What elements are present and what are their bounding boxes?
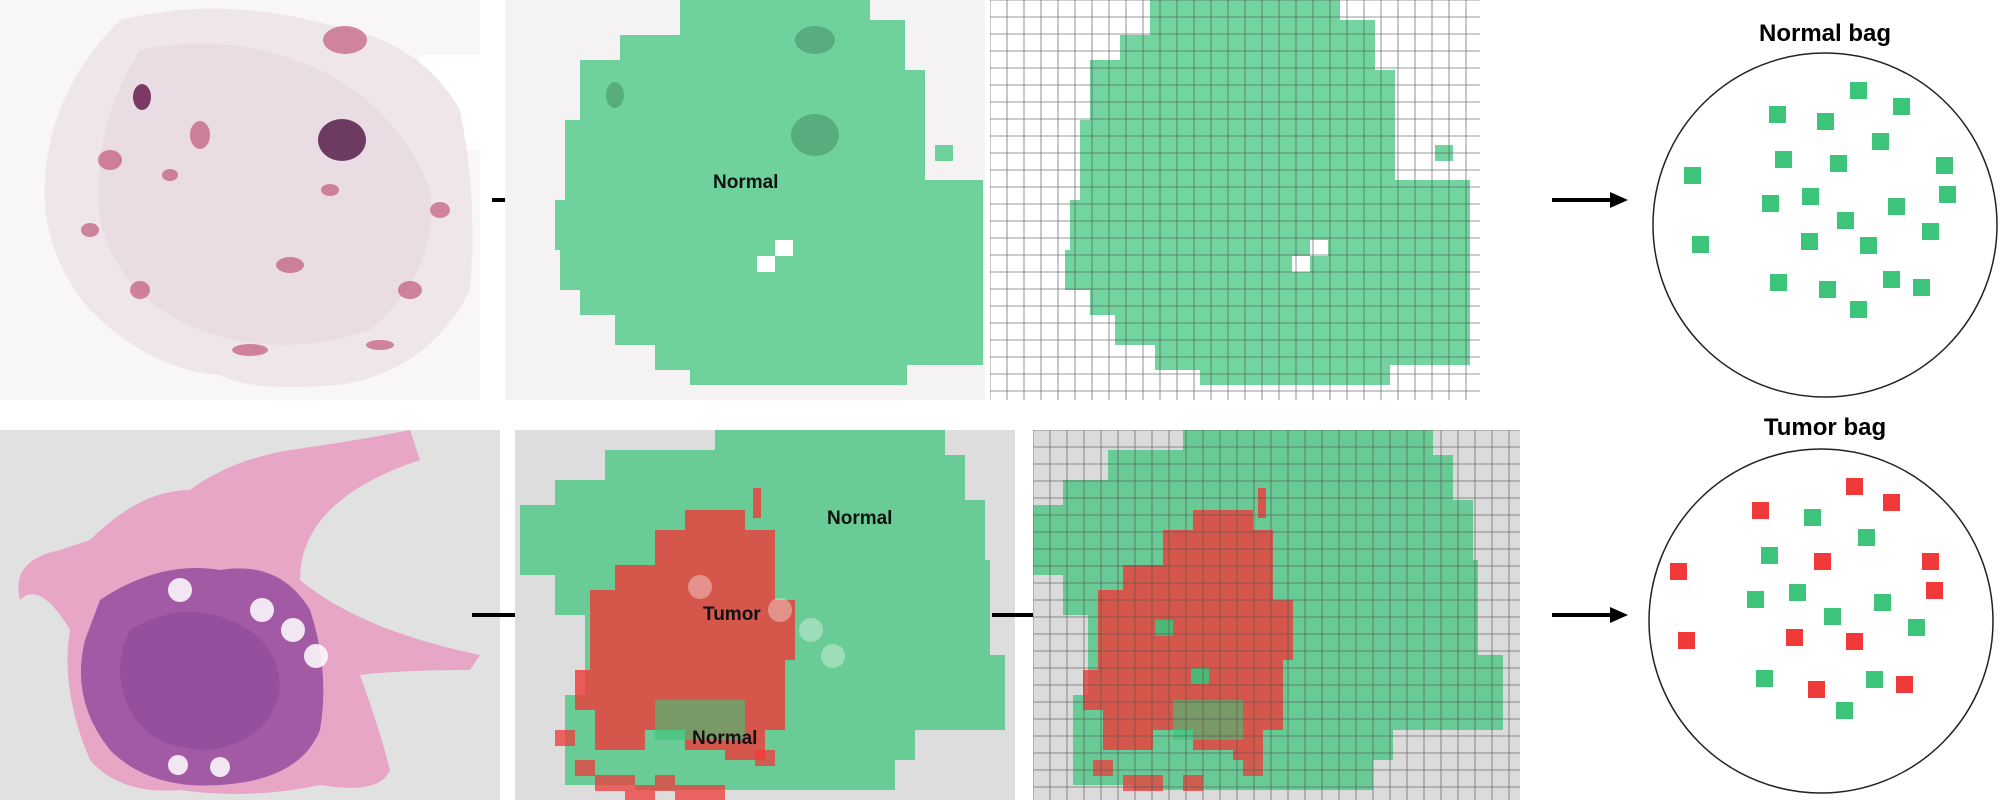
normal-tile-instance [1860,237,1877,254]
row2-annotated-slide-image [515,430,1015,800]
row1-raw-slide [0,0,480,400]
row2-raw-slide-image [0,430,500,800]
normal-tile-instance [1936,157,1953,174]
row2-tumor-region-label: Tumor [703,604,761,625]
normal-tile-instance [1858,529,1875,546]
tumor-tile-instance [1883,494,1900,511]
normal-tile-instance [1922,223,1939,240]
row1-annotated-slide [505,0,985,400]
normal-tile-instance [1684,167,1701,184]
row1-tile-grid [990,0,1480,400]
row2-annotated-slide [515,430,1015,800]
row2-tiled-slide [1033,430,1520,800]
row2-tile-grid [1033,430,1520,800]
tumor-tile-instance [1752,502,1769,519]
tumor-tile-instance [1896,676,1913,693]
normal-tile-instance [1756,670,1773,687]
row1-normal-region-label: Normal [713,172,779,193]
normal-tile-instance [1837,212,1854,229]
tumor-tile-instance [1786,629,1803,646]
normal-tile-instance [1913,279,1930,296]
row1-raw-slide-image [0,0,480,400]
arrow-right-icon [1552,607,1628,623]
normal-tile-instance [1747,591,1764,608]
tile-grid-lines [990,0,1480,400]
tumor-bag-title: Tumor bag [1763,414,1887,441]
row2-normal-region-label-top: Normal [827,508,893,529]
normal-tile-instance [1850,82,1867,99]
tumor-tile-instance [1814,553,1831,570]
normal-tile-instance [1762,195,1779,212]
normal-tile-instance [1692,236,1709,253]
arrow-right-icon [1552,192,1628,208]
normal-tile-instance [1801,233,1818,250]
normal-bag [1652,52,1998,398]
tumor-tile-instance [1846,478,1863,495]
normal-tile-instance [1908,619,1925,636]
normal-tile-instance [1761,547,1778,564]
tumor-bag [1648,448,1994,794]
normal-tile-instance [1939,186,1956,203]
normal-tile-instance [1872,133,1889,150]
tile-grid-lines [1033,430,1520,800]
normal-tile-instance [1866,671,1883,688]
tumor-tile-instance [1846,633,1863,650]
normal-bag-title: Normal bag [1758,20,1892,47]
normal-tile-instance [1850,301,1867,318]
normal-tile-instance [1789,584,1806,601]
normal-tile-instance [1893,98,1910,115]
normal-tile-instance [1888,198,1905,215]
tumor-tile-instance [1926,582,1943,599]
tumor-tile-instance [1678,632,1695,649]
row2-normal-region-label-bottom: Normal [692,728,758,749]
normal-tile-instance [1817,113,1834,130]
normal-tile-instance [1836,702,1853,719]
row1-annotated-slide-image [505,0,985,400]
normal-tile-instance [1775,151,1792,168]
normal-tile-instance [1770,274,1787,291]
tumor-tile-instance [1670,563,1687,580]
tumor-tile-instance [1922,553,1939,570]
normal-tile-instance [1830,155,1847,172]
normal-tile-instance [1883,271,1900,288]
normal-tile-instance [1769,106,1786,123]
row1-tiled-slide [990,0,1480,400]
normal-tile-instance [1874,594,1891,611]
normal-tile-instance [1804,509,1821,526]
normal-tile-instance [1819,281,1836,298]
tumor-tile-instance [1808,681,1825,698]
normal-tile-instance [1824,608,1841,625]
normal-tile-instance [1802,188,1819,205]
row2-raw-slide [0,430,500,800]
